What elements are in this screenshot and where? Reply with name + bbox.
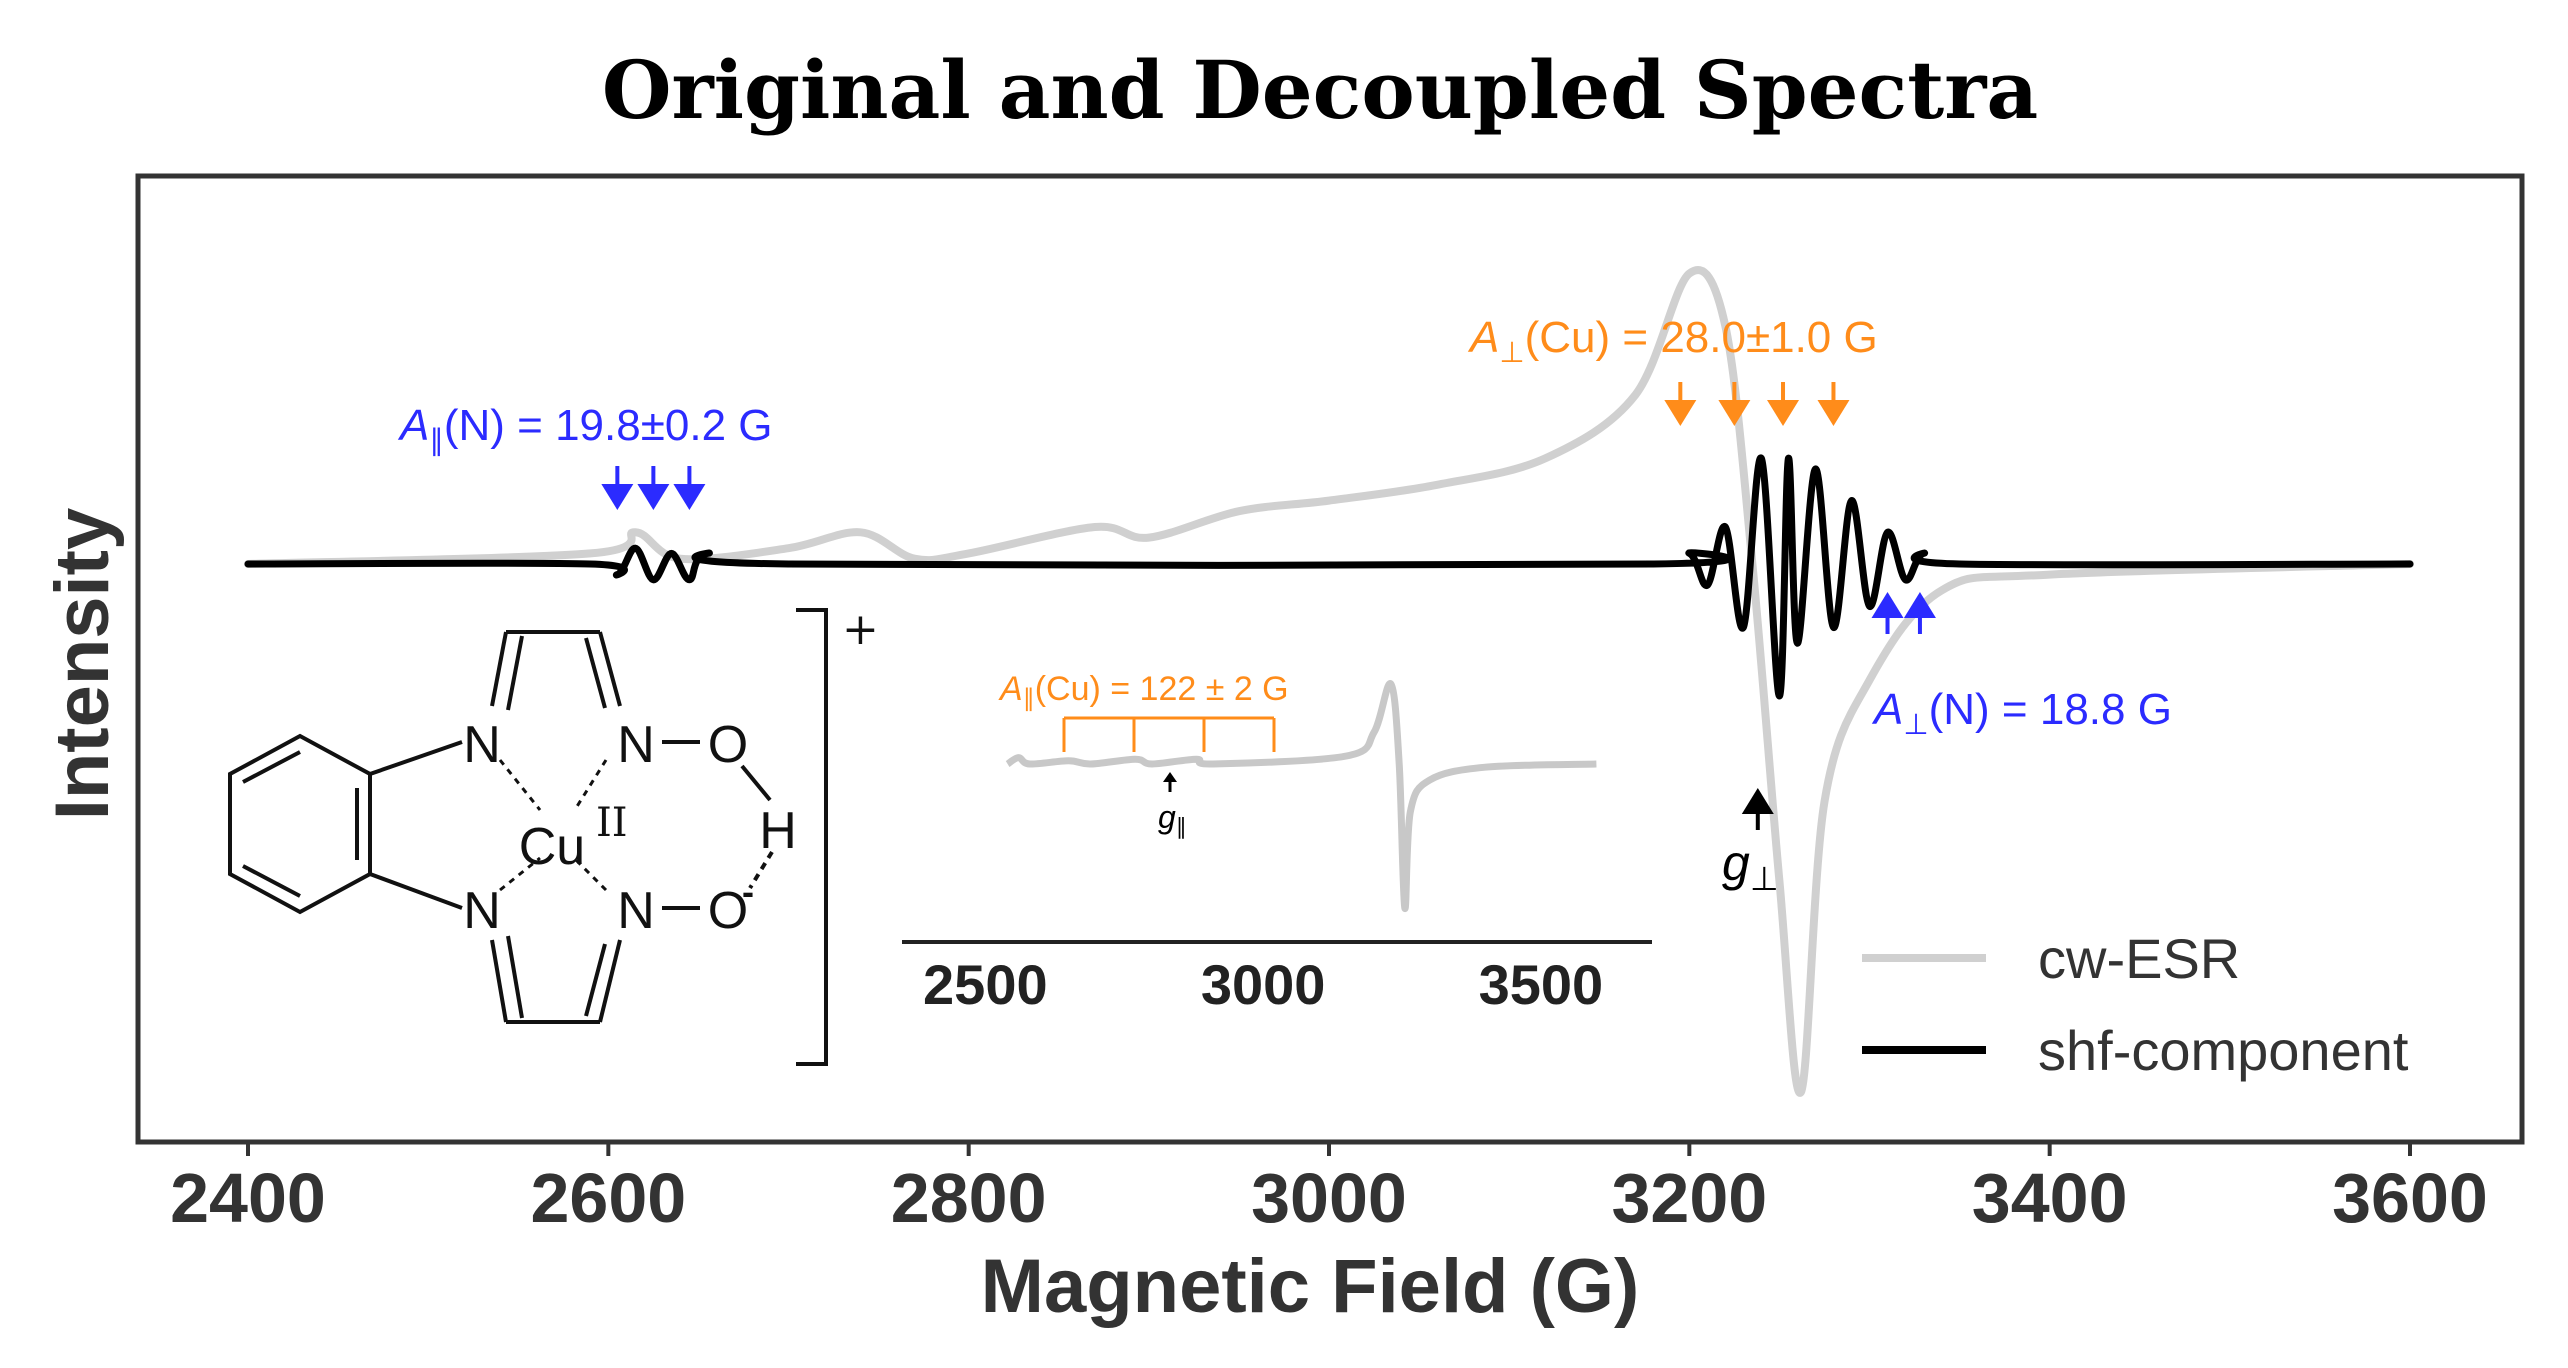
- inset-cw-esr-line: [1005, 680, 1597, 912]
- x-axis-label: Magnetic Field (G): [981, 1244, 1640, 1329]
- annotation-1: A⊥(Cu) = 28.0±1.0 G: [1467, 313, 1878, 426]
- atom-n-3: N: [617, 716, 655, 774]
- inset-g-subscript: ∥: [1176, 814, 1187, 839]
- annotation-arrow: [1871, 592, 1904, 618]
- annotation-arrow: [637, 484, 670, 510]
- complex-charge: +: [842, 604, 879, 655]
- annotation-0: A∥(N) = 19.8±0.2 G: [397, 401, 772, 510]
- x-tick-label: 3400: [1972, 1159, 2128, 1237]
- inset-annotation: A∥(Cu) = 122 ± 2 G: [998, 670, 1289, 712]
- annotation-3: g⊥: [1722, 788, 1779, 897]
- x-tick-label: 3600: [2332, 1159, 2488, 1237]
- x-tick-label: 3000: [1251, 1159, 1407, 1237]
- chart-title: Original and Decoupled Spectra: [602, 43, 2038, 137]
- x-tick-label: 3200: [1611, 1159, 1767, 1237]
- y-axis-label: Intensity: [40, 508, 125, 821]
- atom-o-1: O: [708, 716, 748, 774]
- annotation-label: A⊥(N) = 18.8 G: [1871, 685, 2172, 741]
- legend-label-shf-component: shf-component: [2038, 1019, 2409, 1082]
- inset-annotation-subscript: ∥: [1023, 685, 1035, 712]
- inset-g-prefix: g: [1158, 799, 1176, 835]
- atom-o-2: O: [708, 882, 748, 940]
- inset-x-ticks: 2500 3000 3500: [923, 953, 1603, 1016]
- atom-n-2: N: [463, 882, 501, 940]
- inset-x-tick-label: 3000: [1201, 953, 1326, 1016]
- annotations: A∥(N) = 19.8±0.2 G A⊥(Cu) = 28.0±1.0 G A⊥(…: [397, 313, 2172, 897]
- x-tick-label: 2400: [170, 1159, 326, 1237]
- annotation-arrow: [1903, 592, 1936, 618]
- annotation-arrow: [1718, 400, 1751, 426]
- annotation-label: g⊥: [1722, 835, 1779, 897]
- annotation-arrow: [1767, 400, 1800, 426]
- x-tick-label: 2800: [891, 1159, 1047, 1237]
- x-tick-label: 2600: [530, 1159, 686, 1237]
- benzene-ring: [228, 733, 372, 915]
- cu-oxidation-state: II: [596, 800, 628, 846]
- plot-frame: [135, 173, 2525, 1145]
- molecule-atom-labels: N N N N O O H Cu: [463, 716, 797, 940]
- annotation-arrow: [1817, 400, 1850, 426]
- annotation-2: A⊥(N) = 18.8 G: [1871, 592, 2172, 741]
- x-axis-ticks: 2400 2600 2800 3000 3200 3400 3600: [170, 1142, 2488, 1237]
- inset-x-tick-label: 2500: [923, 953, 1048, 1016]
- annotation-arrow: [1741, 788, 1774, 814]
- atom-cu: Cu: [519, 818, 585, 876]
- legend: cw-ESR shf-component: [1862, 927, 2409, 1082]
- inset-x-tick-label: 3500: [1479, 953, 1604, 1016]
- atom-n-1: N: [463, 716, 501, 774]
- annotation-arrow: [601, 484, 634, 510]
- inset-g-label: g∥: [1158, 799, 1187, 839]
- annotation-arrow: [1664, 400, 1697, 426]
- anion-charge-mark: -: [742, 871, 754, 912]
- annotation-label: A⊥(Cu) = 28.0±1.0 G: [1467, 313, 1878, 369]
- inset-annotation-prefix: A: [998, 670, 1023, 708]
- annotation-label: A∥(N) = 19.8±0.2 G: [397, 401, 772, 457]
- inset-comb-bracket: [1062, 716, 1276, 752]
- inset-annotation-text: (Cu) = 122 ± 2 G: [1035, 670, 1289, 708]
- inset-g-parallel-marker: g∥: [1158, 772, 1187, 839]
- atom-n-4: N: [617, 882, 655, 940]
- molecule-structure: [228, 608, 828, 1066]
- inset-chart: 2500 3000 3500 A∥(Cu) = 122 ± 2 G g∥: [902, 670, 1652, 1016]
- legend-label-cw-esr: cw-ESR: [2038, 927, 2240, 990]
- atom-h: H: [759, 802, 797, 860]
- series-cw-esr-line: [244, 266, 2414, 1097]
- series-shf-component-line: [244, 454, 2414, 700]
- annotation-arrow: [673, 484, 706, 510]
